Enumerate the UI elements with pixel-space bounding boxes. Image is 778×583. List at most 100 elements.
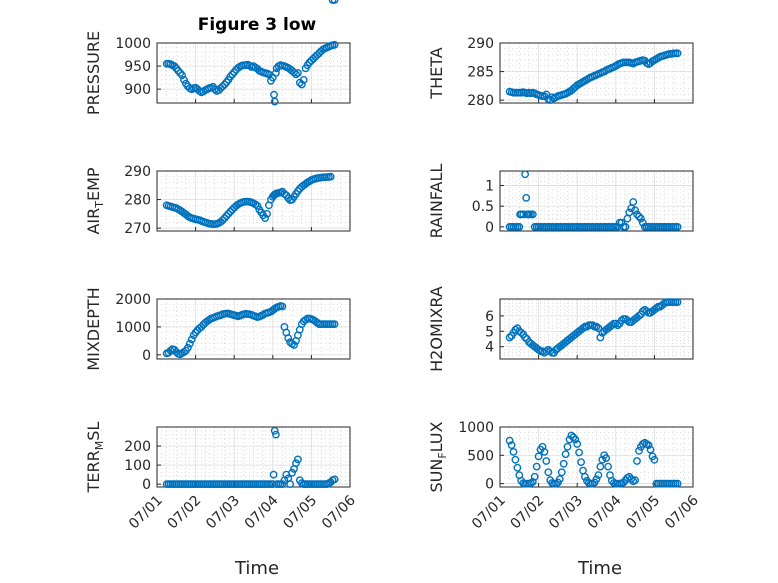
data-point [270,97,279,106]
data-point [515,222,524,231]
axes-rainfall: 0 0.5 1 RAINFALL [427,164,694,238]
data-point [271,430,280,439]
data-point [534,452,543,461]
data-point [528,210,537,219]
data-point [297,80,306,89]
y-tick-label: 290 [124,164,151,180]
data-point [594,471,603,479]
data-point [627,475,636,483]
data-point [261,214,269,223]
data-point [330,40,339,49]
data-point [330,320,339,328]
data-point [278,302,287,311]
data-point [633,210,641,219]
data-point [617,218,626,227]
data-point [517,328,526,337]
data-point [263,209,271,218]
axes-frame-rainfall [499,170,694,232]
figure-title: Figure 3 low [198,15,317,35]
y-axis-label-theta: THETA [427,47,446,99]
y-tick-label: 1 [485,178,494,194]
data-point [569,433,578,442]
axes-h2omixra: 456 H2OMIXRA [427,286,694,372]
y-tick-label: 200 [124,439,151,455]
y-tick-label: 0 [485,477,494,493]
data-point [557,468,566,477]
series-sun_flux [505,431,682,488]
series-rainfall [505,170,682,231]
data-point [635,311,643,320]
data-point [178,71,187,80]
data-point [218,82,227,91]
data-point [673,49,682,58]
y-tick-label: 0 [142,477,151,493]
y-axis-label-h2omixra: H2OMIXRA [427,286,446,372]
data-point [180,348,188,356]
axes-frame-air_temp [156,170,351,232]
x-axis-label-right: Time [577,558,622,579]
data-point [644,441,653,449]
data-point [540,447,549,456]
data-point [530,472,539,481]
data-point [638,218,647,227]
data-point [631,476,639,485]
series-terr_msl [162,426,339,488]
y-tick-label: 0.5 [472,199,494,215]
axes-theta: 280 285 290 THETA [427,36,694,109]
axes-background-terr_msl [156,426,351,488]
data-point [226,72,235,81]
data-point [183,343,192,352]
data-point [521,333,529,342]
data-point [619,478,628,487]
data-point [613,321,622,330]
axes-frame-mixdepth [156,298,351,360]
data-point [522,193,531,202]
data-point [270,426,279,435]
data-point [673,222,682,231]
y-tick-label: 285 [467,65,494,81]
data-point [621,222,630,231]
data-point [594,324,603,333]
y-tick-label: 270 [124,221,151,237]
data-point [218,216,227,225]
data-point [673,479,682,488]
data-point [633,457,641,465]
data-point [592,322,601,331]
axes-frame-h2omixra [499,298,694,360]
y-axis-label-pressure: PRESSURE [84,31,103,115]
data-point [544,468,553,477]
data-point [197,322,206,331]
data-point [652,304,661,313]
axes-air_temp: 270 280 290 AIRTEMP [84,0,351,237]
data-point [635,446,643,455]
data-point [567,431,576,440]
data-point [292,70,300,79]
data-point [575,448,583,457]
data-point [251,200,260,209]
data-point [284,334,293,342]
data-point [561,450,570,459]
data-point [292,459,300,468]
data-point [521,170,529,179]
y-tick-label: 500 [467,448,494,464]
data-point [330,0,339,4]
data-point [635,212,643,221]
y-axis-label-sun_flux: SUNFLUX [427,421,449,492]
data-point [509,447,518,456]
axes-frame-sun_flux [499,426,694,488]
data-point [511,325,520,334]
y-tick-label: 280 [124,193,151,209]
y-tick-label: 280 [467,93,494,109]
data-point [269,470,278,479]
data-point [579,324,587,333]
data-point [299,76,308,84]
data-point [174,66,183,75]
series-air_temp [162,0,339,229]
axes-frame-theta [499,42,694,104]
data-point [527,479,535,488]
data-point [573,440,582,448]
y-tick-label: 0 [485,220,494,236]
data-point [592,475,601,483]
